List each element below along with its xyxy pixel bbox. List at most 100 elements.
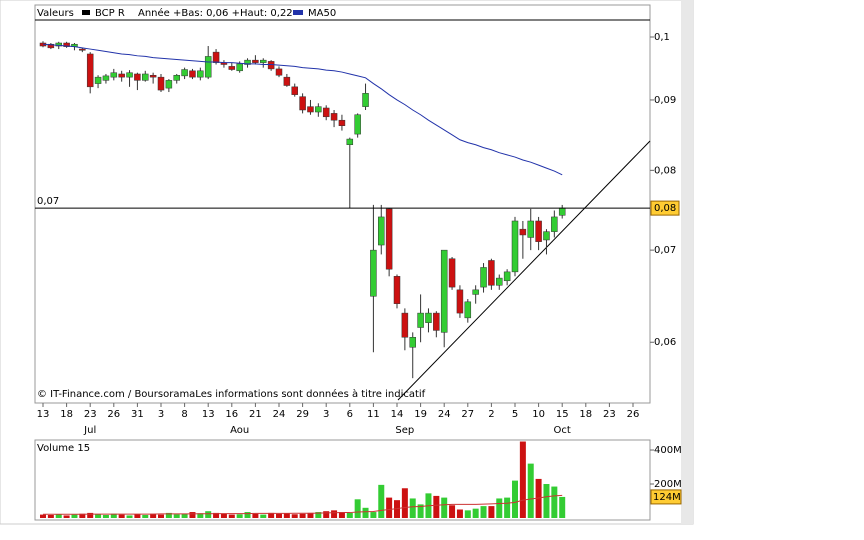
candle-body: [157, 76, 165, 91]
candle-body: [315, 106, 322, 113]
last-price-box: [650, 200, 680, 216]
candle-body: [464, 301, 472, 319]
plot-frame: [34, 4, 651, 404]
volume-tick-label: 400M: [654, 445, 682, 456]
month-label: Jul: [83, 425, 96, 436]
volume-bar: [213, 512, 220, 518]
volume-tick-label: 200M: [654, 479, 682, 490]
volume-bar: [236, 514, 243, 518]
candle-body: [488, 260, 495, 286]
volume-bar: [197, 513, 204, 518]
volume-bar: [496, 498, 503, 518]
volume-bar: [346, 512, 353, 518]
candle-body: [63, 42, 70, 47]
volume-bar: [323, 511, 330, 518]
legend-ma: MA50: [308, 8, 336, 19]
candle-body: [346, 138, 354, 146]
volume-bar: [512, 480, 518, 518]
volume-bar: [102, 514, 109, 518]
x-tick-label: 24: [438, 409, 451, 420]
volume-bar: [370, 512, 377, 518]
volume-bar: [488, 506, 495, 518]
candle-body: [212, 51, 220, 63]
volume-bar: [441, 497, 448, 518]
legend-title: Valeurs: [37, 8, 74, 19]
credit: © IT-Finance.com / BoursoramaLes informa…: [37, 388, 426, 400]
candle-body: [252, 59, 259, 63]
candle-body: [330, 113, 338, 121]
y-tick-label: 0,07: [654, 245, 676, 256]
volume-bar: [95, 514, 102, 518]
volume-bar: [551, 486, 558, 518]
candle-body: [409, 337, 416, 348]
candle-body: [558, 207, 566, 216]
volume-bar: [165, 512, 172, 518]
volume-bar: [150, 513, 157, 518]
candle-body: [47, 43, 55, 49]
candle-body: [110, 72, 118, 78]
candle-body: [378, 216, 385, 246]
x-tick-label: 3: [323, 409, 329, 420]
volume-bar: [47, 514, 54, 518]
month-label: Aou: [230, 425, 249, 436]
volume-bar: [205, 511, 212, 518]
y-tick-label: 0,09: [654, 95, 676, 106]
volume-bar: [228, 514, 235, 518]
legend-range: Année +Bas: 0,06 +Haut: 0,22: [138, 7, 293, 19]
candle-body: [425, 312, 432, 323]
volume-bar: [409, 498, 416, 518]
candle-body: [291, 86, 298, 95]
x-tick-label: 24: [273, 409, 286, 420]
volume-bar: [244, 512, 251, 518]
volume-bar: [331, 510, 338, 518]
candle-body: [228, 66, 236, 70]
x-tick-label: 13: [202, 409, 215, 420]
candle-body: [456, 289, 464, 314]
volume-bar: [338, 512, 345, 518]
y-tick-label: 0,1: [654, 32, 670, 43]
volume-bar: [417, 504, 424, 518]
x-tick-label: 21: [249, 409, 262, 420]
y-tick-label: 0,06: [654, 337, 676, 348]
candle-body: [370, 249, 377, 297]
x-tick-label: 15: [556, 409, 569, 420]
volume-bar: [299, 513, 306, 518]
candle-body: [527, 220, 534, 238]
volume-bar: [181, 513, 188, 518]
candle-body: [283, 76, 291, 86]
candle-body: [401, 312, 409, 338]
candle-body: [362, 93, 369, 107]
volume-bar: [456, 509, 463, 518]
volume-bar: [40, 514, 46, 518]
candle-body: [236, 63, 243, 72]
candle-body: [197, 70, 204, 78]
last-price-label: 0,08: [654, 203, 676, 214]
volume-bar: [307, 512, 314, 518]
volume-bar: [87, 512, 94, 518]
volume-bar: [260, 514, 267, 518]
volume-bar: [118, 514, 125, 518]
volume-bar: [535, 478, 542, 518]
volume-bar: [291, 514, 298, 518]
x-tick-label: 10: [532, 409, 545, 420]
candle-body: [338, 119, 346, 126]
volume-frame: [34, 439, 651, 521]
month-label: Oct: [554, 425, 571, 436]
candle-body: [126, 72, 133, 78]
candle-body: [189, 70, 196, 78]
candle-body: [181, 69, 188, 77]
candle-body: [149, 74, 157, 78]
volume-last-box: [650, 489, 682, 505]
ma-line: [42, 43, 563, 176]
x-tick-label: 23: [603, 409, 616, 420]
candle-body: [102, 75, 110, 81]
volume-bar: [142, 514, 149, 518]
candle-body: [79, 48, 86, 51]
volume-bar: [134, 514, 141, 518]
candle-body: [260, 59, 267, 63]
volume-bar: [527, 463, 534, 518]
candle-body: [511, 220, 519, 273]
x-tick-label: 31: [131, 409, 144, 420]
x-tick-label: 6: [347, 409, 353, 420]
candle-body: [118, 73, 125, 78]
